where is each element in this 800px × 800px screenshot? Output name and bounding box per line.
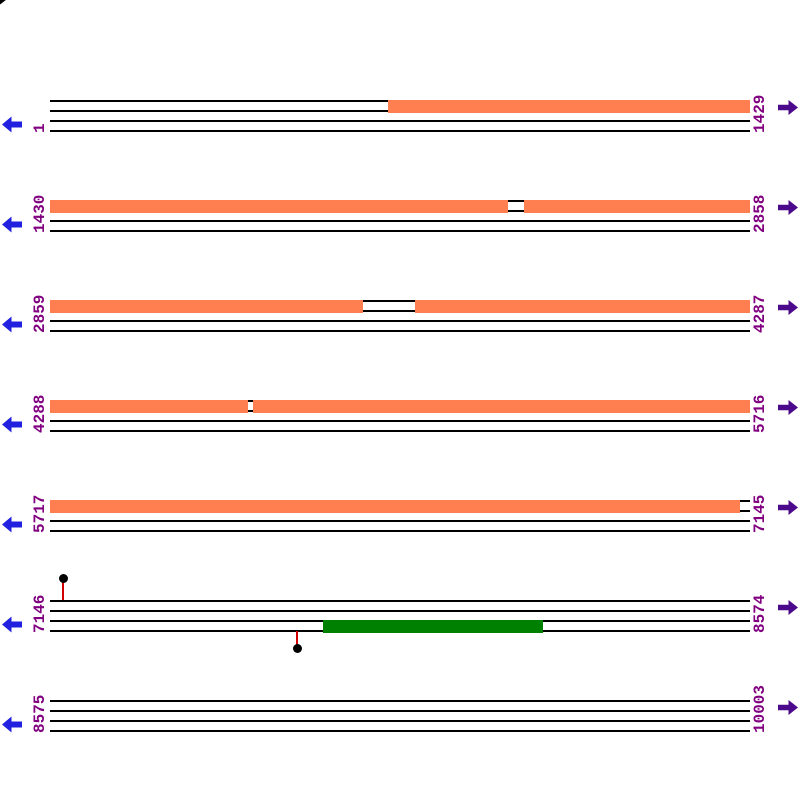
next-segment-arrow-icon[interactable] (778, 500, 798, 515)
map-row-3: 2859 4287 (0, 295, 800, 400)
segment-end-label: 5716 (751, 394, 769, 433)
next-segment-arrow-icon[interactable] (778, 700, 798, 715)
map-row-6: 7146 8574 (0, 574, 800, 700)
segment-start-label: 8575 (31, 694, 49, 733)
sequence-line (50, 120, 750, 122)
map-row-2: 1430 2858 (0, 195, 800, 300)
feature-bar-orange[interactable] (415, 300, 750, 313)
segment-end-label: 1429 (751, 94, 769, 133)
prev-segment-arrow-icon[interactable] (2, 216, 22, 233)
prev-segment-arrow-icon[interactable] (2, 116, 22, 133)
feature-bar-orange[interactable] (50, 400, 248, 413)
site-marker-head[interactable] (58, 574, 68, 583)
segment-start-label: 7146 (31, 594, 49, 633)
sequence-line (50, 610, 750, 612)
sequence-line (50, 420, 750, 422)
feature-bar-orange[interactable] (50, 500, 740, 513)
clipped-corner-glyph (0, 0, 13, 5)
sequence-line (50, 310, 750, 312)
next-segment-arrow-icon[interactable] (778, 400, 798, 415)
site-marker-head[interactable] (292, 644, 302, 653)
sequence-line (50, 710, 750, 712)
prev-segment-arrow-icon[interactable] (2, 416, 22, 433)
next-segment-arrow-icon[interactable] (778, 300, 798, 315)
map-row-5: 5717 7145 (0, 495, 800, 600)
next-segment-arrow-icon[interactable] (778, 100, 798, 115)
next-segment-arrow-icon[interactable] (778, 200, 798, 215)
prev-segment-arrow-icon[interactable] (2, 316, 22, 333)
segment-start-label: 5717 (31, 494, 49, 533)
sequence-line (50, 300, 750, 302)
segment-start-label: 1430 (31, 194, 49, 233)
segment-end-label: 4287 (751, 294, 769, 333)
sequence-line (50, 220, 750, 222)
map-row-1: 1 1429 (0, 95, 800, 200)
feature-bar-green[interactable] (323, 620, 543, 633)
segment-end-label: 8574 (751, 594, 769, 633)
map-row-4: 4288 5716 (0, 395, 800, 500)
prev-segment-arrow-icon[interactable] (2, 516, 22, 533)
sequence-line (50, 730, 750, 732)
segment-start-label: 1 (31, 123, 49, 133)
segment-start-label: 2859 (31, 294, 49, 333)
next-segment-arrow-icon[interactable] (778, 600, 798, 615)
sequence-line (50, 320, 750, 322)
sequence-line (50, 130, 750, 132)
sequence-line (50, 430, 750, 432)
sequence-line (50, 520, 750, 522)
sequence-line (50, 600, 750, 602)
sequence-line (50, 230, 750, 232)
site-marker-stick (296, 631, 298, 646)
segment-end-label: 10003 (751, 684, 769, 733)
feature-bar-orange[interactable] (388, 100, 750, 113)
feature-bar-orange[interactable] (50, 200, 508, 213)
sequence-line (50, 700, 750, 702)
segment-end-label: 2858 (751, 194, 769, 233)
prev-segment-arrow-icon[interactable] (2, 716, 22, 733)
sequence-line (50, 330, 750, 332)
feature-bar-orange[interactable] (50, 300, 363, 313)
sequence-line (50, 720, 750, 722)
feature-bar-orange[interactable] (524, 200, 750, 213)
map-row-7: 8575 10003 (0, 685, 800, 800)
segment-end-label: 7145 (751, 494, 769, 533)
feature-bar-orange[interactable] (253, 400, 750, 413)
sequence-line (50, 530, 750, 532)
prev-segment-arrow-icon[interactable] (2, 616, 22, 633)
segment-start-label: 4288 (31, 394, 49, 433)
site-marker-stick (62, 582, 64, 600)
